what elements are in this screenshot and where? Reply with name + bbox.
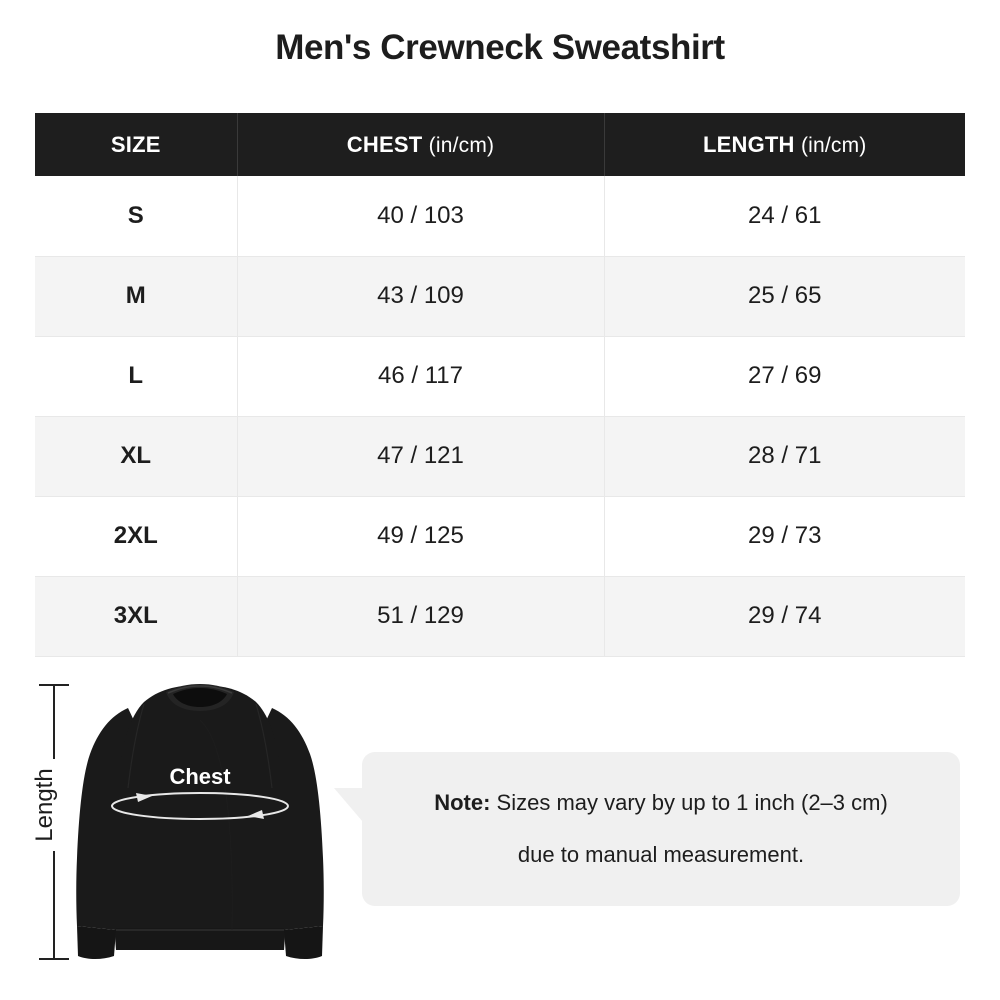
sweatshirt-body-shape <box>76 684 324 959</box>
column-header-length-unit: (in/cm) <box>800 133 867 157</box>
cell-chest: 49 / 125 <box>237 496 605 577</box>
table-row: L 46 / 117 27 / 69 <box>35 336 965 417</box>
cell-size: S <box>35 176 238 257</box>
note-prefix: Note: <box>434 790 491 815</box>
length-bracket-cap-bottom <box>39 958 69 960</box>
page-title: Men's Crewneck Sweatshirt <box>275 28 725 67</box>
column-header-chest: CHEST (in/cm) <box>236 113 604 176</box>
note-text: Note: Sizes may vary by up to 1 inch (2–… <box>362 752 960 906</box>
cell-size: M <box>35 256 238 337</box>
table-row: XL 47 / 121 28 / 71 <box>35 416 965 497</box>
cell-chest: 40 / 103 <box>237 176 605 257</box>
cell-length: 28 / 71 <box>604 416 965 497</box>
table-row: 2XL 49 / 125 29 / 73 <box>35 496 965 577</box>
note-line-1: Note: Sizes may vary by up to 1 inch (2–… <box>434 790 888 816</box>
sweatshirt-illustration: Chest <box>72 680 328 964</box>
cell-length: 29 / 73 <box>604 496 965 577</box>
chest-measure-label: Chest <box>169 764 231 789</box>
column-header-chest-unit: (in/cm) <box>428 133 495 157</box>
table-body: S 40 / 103 24 / 61 M 43 / 109 25 / 65 L … <box>35 176 965 657</box>
cell-size: 3XL <box>35 576 238 657</box>
note-line-2: due to manual measurement. <box>517 842 805 867</box>
cell-chest: 47 / 121 <box>237 416 605 497</box>
length-measure-label: Length <box>28 759 62 851</box>
column-header-size-label: SIZE <box>110 131 161 157</box>
table-row: 3XL 51 / 129 29 / 74 <box>35 576 965 657</box>
table-header-row: SIZE CHEST (in/cm) LENGTH (in/cm) <box>35 113 965 176</box>
chest-measure-arrow <box>111 792 289 820</box>
cell-chest: 43 / 109 <box>237 256 605 337</box>
length-bracket-cap-top <box>39 684 69 686</box>
table-header: SIZE CHEST (in/cm) LENGTH (in/cm) <box>35 113 965 176</box>
note-line-1-text: Sizes may vary by up to 1 inch (2–3 cm) <box>490 790 888 815</box>
note-bubble: Note: Sizes may vary by up to 1 inch (2–… <box>334 752 960 906</box>
column-header-chest-label: CHEST <box>346 131 423 157</box>
size-chart-table: SIZE CHEST (in/cm) LENGTH (in/cm) S 40 /… <box>35 113 965 657</box>
cell-chest: 46 / 117 <box>237 336 605 417</box>
cell-length: 25 / 65 <box>604 256 965 337</box>
cell-length: 24 / 61 <box>604 176 965 257</box>
table-row: S 40 / 103 24 / 61 <box>35 176 965 257</box>
cell-length: 27 / 69 <box>604 336 965 417</box>
note-bubble-tail <box>334 788 363 822</box>
column-header-length: LENGTH (in/cm) <box>603 113 965 176</box>
column-header-size: SIZE <box>35 113 237 176</box>
table-row: M 43 / 109 25 / 65 <box>35 256 965 337</box>
cell-size: L <box>35 336 238 417</box>
cell-size: 2XL <box>35 496 238 577</box>
cell-length: 29 / 74 <box>604 576 965 657</box>
cell-chest: 51 / 129 <box>237 576 605 657</box>
column-header-length-label: LENGTH <box>702 131 795 157</box>
length-measure-bracket: Length <box>28 684 72 960</box>
cell-size: XL <box>35 416 238 497</box>
